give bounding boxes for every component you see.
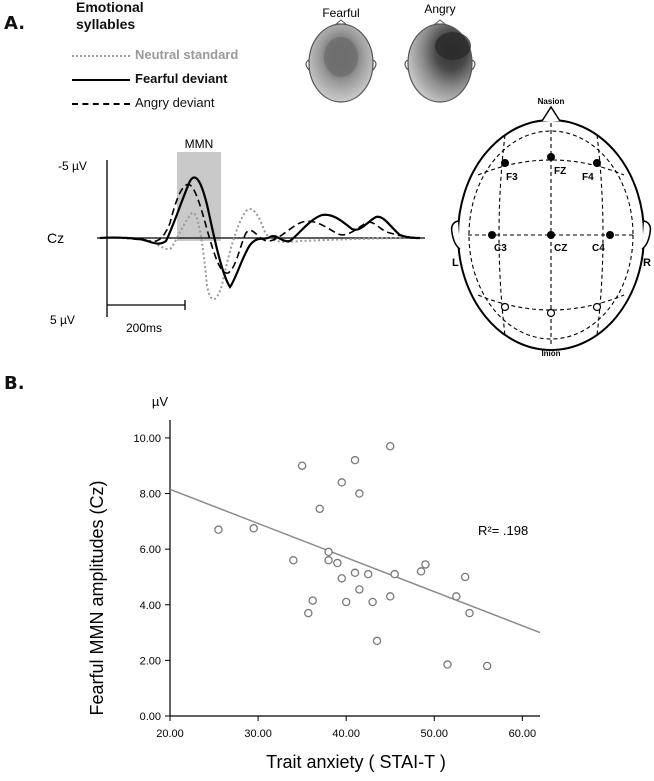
data-point-26 (452, 592, 461, 601)
fearful-deviant-trace (99, 176, 421, 289)
legend-title-line2: syllables (76, 16, 136, 32)
x-axis-title: Trait anxiety ( STAI-T ) (266, 752, 446, 772)
y-tick-label-1: 2.00 (140, 655, 161, 667)
data-point-1 (249, 524, 258, 533)
legend-swatch-angry (72, 103, 130, 105)
electrode-label-f3: F3 (506, 172, 518, 183)
mmn-label: MMN (185, 137, 214, 151)
electrode-fz (547, 153, 555, 161)
legend-title-line1: Emotional (76, 0, 144, 15)
legend-swatch-fearful (72, 79, 130, 81)
fit-line-group (169, 488, 541, 634)
data-point-3 (297, 461, 307, 470)
electrode-f4 (593, 159, 601, 167)
electrode-label-c4: C4 (592, 243, 605, 254)
data-point-14 (350, 568, 360, 578)
x-tick-label-0: 20.00 (156, 728, 184, 740)
y-tick-label-4: 8.00 (140, 489, 161, 501)
inion-label: Inion (541, 349, 560, 358)
y-tick-label-5: 10.00 (133, 433, 161, 445)
electrode-f3 (501, 159, 509, 167)
legend-label-angry: Angry deviant (135, 95, 215, 110)
panel-b-label: B. (4, 373, 25, 394)
legend-label-neutral: Neutral standard (135, 47, 239, 62)
topo-map-fearful (305, 19, 377, 103)
right-label: R (643, 257, 651, 269)
data-point-2 (289, 556, 298, 565)
electrode-c3 (488, 231, 496, 239)
electrode-pz (546, 308, 556, 318)
data-point-8 (324, 556, 333, 565)
data-point-21 (385, 592, 395, 601)
regression-line (169, 488, 541, 634)
data-point-13 (350, 455, 360, 465)
data-point-7 (324, 547, 333, 557)
data-point-6 (315, 504, 325, 514)
electrode-cz (547, 231, 555, 239)
data-point-19 (372, 636, 382, 646)
electrode-p3 (500, 302, 510, 312)
data-point-17 (363, 569, 373, 579)
data-point-18 (368, 597, 377, 607)
electrode-label-cz: CZ (554, 243, 567, 254)
channel-label: Cz (47, 230, 64, 246)
electrode-label-fz: FZ (554, 166, 566, 177)
data-point-29 (482, 661, 492, 671)
data-point-28 (465, 608, 474, 618)
data-point-9 (333, 558, 342, 568)
legend-label-fearful: Fearful deviant (135, 71, 228, 86)
scale-top-label: -5 µV (58, 159, 87, 173)
nasion-label: Nasion (538, 97, 565, 106)
data-point-24 (421, 560, 430, 569)
data-point-20 (385, 441, 395, 451)
electrode-sites: F3 FZ F4 C3 CZ C4 (488, 153, 614, 318)
angry-deviant-trace (99, 183, 421, 274)
x-tick-label-2: 40.00 (332, 728, 360, 740)
panel-a-label: A. (4, 13, 26, 34)
data-point-27 (460, 572, 470, 582)
electrode-label-f4: F4 (582, 172, 594, 183)
r-squared-label: R²= .198 (478, 523, 528, 538)
electrode-c4 (606, 231, 614, 239)
erp-waveform: MMN -5 µV 5 µV 200ms Cz (47, 137, 425, 335)
y-unit-label: µV (152, 394, 168, 409)
data-point-22 (390, 569, 399, 579)
topo-label-fearful: Fearful (322, 6, 359, 20)
y-axis-title: Fearful MMN amplitudes (Cz) (87, 480, 107, 715)
topo-maps: Fearful Angry (305, 2, 476, 103)
scatter-points (214, 441, 492, 671)
data-point-23 (416, 567, 426, 576)
x-tick-label-1: 30.00 (244, 728, 272, 740)
electrode-map: Nasion Inion L R F3 FZ F4 C3 CZ C4 (450, 97, 652, 358)
electrode-label-c3: C3 (494, 243, 507, 254)
time-scale-label: 200ms (126, 321, 162, 335)
legend-title: Emotional syllables (76, 0, 144, 33)
y-tick-label-2: 4.00 (140, 600, 161, 612)
y-tick-label-3: 6.00 (140, 544, 161, 556)
scatter-chart: µV Fearful MMN amplitudes (Cz) Trait anx… (87, 394, 541, 772)
topo-label-angry: Angry (424, 2, 455, 16)
data-point-11 (337, 574, 347, 583)
data-point-5 (308, 596, 317, 605)
data-point-25 (443, 660, 452, 669)
legend-swatch-neutral (72, 55, 130, 57)
data-point-15 (355, 489, 364, 498)
x-tick-label-3: 50.00 (421, 728, 449, 740)
data-point-4 (304, 608, 313, 618)
data-point-0 (214, 525, 223, 534)
y-tick-label-0: 0.00 (140, 711, 161, 723)
topo-map-angry (404, 19, 476, 103)
scale-bottom-label: 5 µV (50, 313, 75, 327)
electrode-p4 (592, 302, 602, 312)
data-point-12 (341, 597, 351, 607)
data-point-16 (355, 585, 364, 594)
data-point-10 (337, 478, 347, 487)
x-tick-label-4: 60.00 (509, 728, 537, 740)
left-label: L (452, 257, 459, 269)
scatter-axes: 20.00 30.00 40.00 50.00 60.00 0.00 2.00 4.00 6.0… (133, 420, 540, 740)
